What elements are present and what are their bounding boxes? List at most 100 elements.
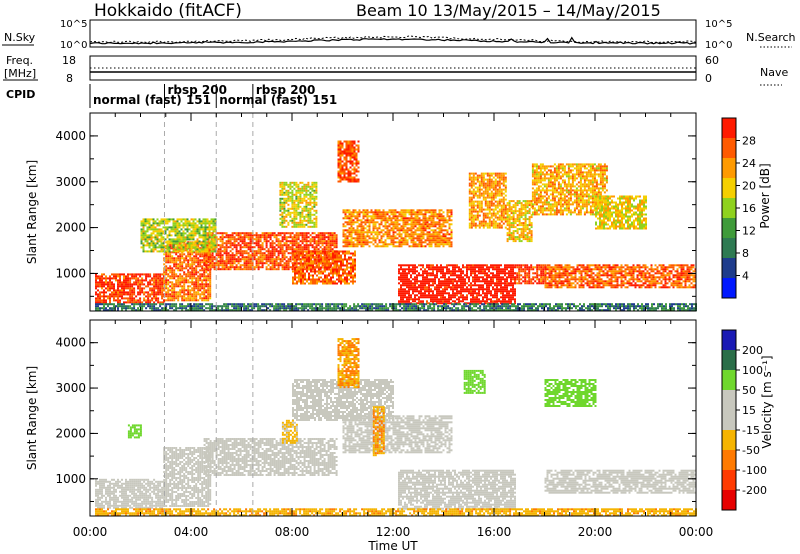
data-cell — [235, 260, 238, 263]
data-cell — [416, 282, 418, 285]
data-cell — [404, 219, 407, 222]
data-cell — [318, 266, 320, 269]
data-cell — [534, 276, 537, 279]
data-cell — [464, 280, 466, 283]
data-cell — [480, 286, 482, 289]
data-cell — [430, 211, 433, 214]
data-cell — [628, 268, 631, 271]
data-cell — [285, 262, 288, 265]
data-cell — [408, 213, 411, 216]
data-cell — [335, 234, 338, 237]
data-cell — [618, 268, 621, 271]
data-cell — [446, 241, 449, 244]
data-cell — [99, 281, 101, 284]
data-cell — [448, 239, 451, 242]
data-cell — [544, 276, 547, 279]
data-cell — [504, 270, 506, 273]
data-cell — [293, 242, 296, 245]
data-cell — [608, 280, 611, 283]
data-cell — [209, 260, 212, 263]
data-cell — [344, 280, 346, 283]
data-cell — [496, 284, 498, 287]
data-cell — [131, 275, 134, 278]
data-cell — [380, 213, 383, 216]
data-cell — [370, 209, 373, 212]
data-cell — [588, 276, 591, 279]
data-cell — [271, 232, 274, 235]
data-cell — [346, 282, 348, 285]
data-cell — [287, 268, 290, 271]
data-cell — [482, 280, 484, 283]
data-cell — [428, 286, 430, 289]
data-cell — [105, 299, 107, 302]
data-cell — [167, 293, 170, 296]
data-cell — [300, 262, 302, 265]
data-cell — [275, 258, 278, 261]
data-cell — [277, 242, 280, 245]
data-cell — [400, 211, 403, 214]
data-cell — [321, 262, 324, 265]
data-cell — [652, 274, 655, 277]
data-cell — [151, 293, 154, 296]
data-cell — [275, 264, 278, 267]
data-cell — [195, 253, 198, 256]
data-cell — [133, 273, 136, 276]
data-cell — [588, 268, 591, 271]
data-cell — [265, 242, 268, 245]
data-cell — [203, 255, 206, 258]
data-cell — [660, 286, 663, 289]
data-cell — [458, 276, 460, 279]
data-cell — [316, 278, 318, 281]
data-cell — [312, 278, 314, 281]
data-cell — [396, 219, 399, 222]
data-cell — [344, 229, 347, 232]
data-cell — [321, 240, 324, 243]
data-cell — [550, 272, 553, 275]
data-cell — [628, 266, 631, 269]
data-cell — [285, 242, 288, 245]
data-cell — [331, 232, 334, 235]
data-cell — [440, 219, 443, 222]
data-cell — [418, 237, 421, 240]
data-cell — [624, 282, 627, 285]
data-cell — [227, 242, 230, 245]
data-cell — [350, 211, 353, 214]
data-cell — [195, 279, 198, 282]
data-cell — [177, 279, 180, 282]
data-cell — [310, 258, 312, 261]
data-cell — [155, 293, 158, 296]
data-cell — [510, 266, 512, 269]
data-cell — [400, 294, 402, 297]
data-cell — [209, 293, 212, 296]
data-cell — [528, 266, 531, 269]
data-cell — [658, 286, 661, 289]
data-cell — [344, 256, 346, 259]
data-cell — [346, 250, 348, 253]
data-cell — [289, 236, 292, 239]
data-cell — [396, 227, 399, 230]
data-cell — [249, 264, 252, 267]
data-cell — [424, 209, 427, 212]
data-cell — [173, 297, 176, 300]
data-cell — [500, 282, 502, 285]
data-cell — [265, 262, 268, 265]
data-cell — [418, 272, 420, 275]
data-cell — [408, 280, 410, 283]
data-cell — [682, 264, 685, 267]
data-cell — [189, 265, 192, 268]
data-cell — [404, 292, 406, 295]
data-cell — [239, 258, 242, 261]
data-cell — [434, 276, 436, 279]
data-cell — [324, 262, 326, 265]
data-cell — [504, 264, 506, 267]
data-cell — [354, 239, 357, 242]
data-cell — [452, 268, 454, 271]
data-cell — [145, 299, 148, 302]
data-cell — [127, 285, 129, 288]
data-cell — [550, 268, 553, 271]
data-cell — [620, 280, 623, 283]
data-cell — [440, 215, 443, 218]
data-cell — [388, 211, 391, 214]
data-cell — [346, 209, 349, 212]
data-cell — [652, 278, 655, 281]
